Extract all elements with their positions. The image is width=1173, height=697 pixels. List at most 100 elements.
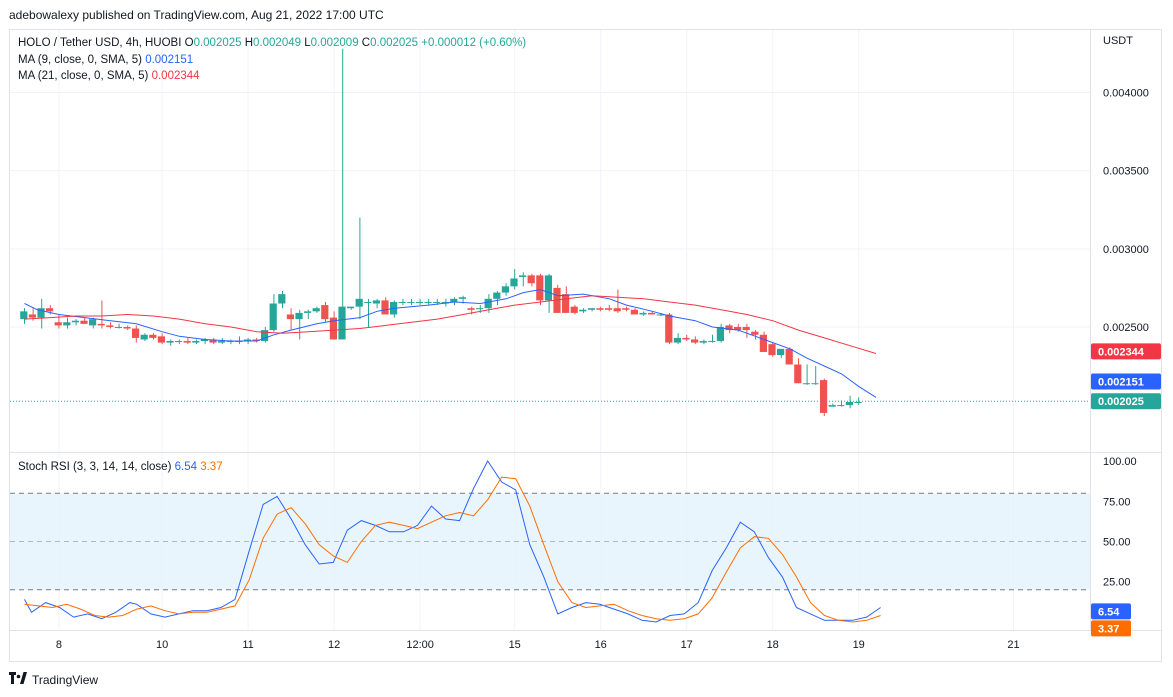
candle-body bbox=[278, 294, 286, 304]
price-tick-label: 0.003500 bbox=[1103, 166, 1149, 178]
candle-body bbox=[699, 341, 707, 343]
ohlc-row: HOLO / Tether USD, 4h, HUOBI O0.002025 H… bbox=[18, 35, 526, 52]
open-value: 0.002025 bbox=[193, 37, 242, 49]
low-label: L bbox=[304, 37, 311, 49]
candle-body bbox=[200, 339, 208, 342]
candle-body bbox=[149, 334, 157, 338]
time-tick-label: 21 bbox=[1007, 639, 1019, 651]
candle-body bbox=[132, 328, 140, 338]
stoch-rsi-legend[interactable]: Stoch RSI (3, 3, 14, 14, close) 6.54 3.3… bbox=[18, 461, 223, 473]
symbol-title[interactable]: HOLO / Tether USD, 4h, HUOBI bbox=[18, 37, 182, 49]
candle-body bbox=[510, 278, 518, 287]
chart-frame: USDT 0.002500 0.003000 0.003500 0.004000 0.00… bbox=[9, 29, 1162, 662]
time-tick-label: 11 bbox=[242, 639, 253, 651]
time-tick-label: 12 bbox=[328, 639, 340, 651]
candle-body bbox=[226, 341, 234, 343]
candle-body bbox=[209, 339, 217, 343]
candle-body bbox=[355, 298, 363, 307]
candle-body bbox=[372, 300, 380, 304]
price-tick-label: 0.002500 bbox=[1103, 322, 1149, 334]
candle-body bbox=[734, 326, 742, 331]
stoch-rsi-tick-label: 100.00 bbox=[1103, 456, 1137, 468]
candle-body bbox=[140, 334, 148, 340]
candle-body bbox=[37, 308, 45, 318]
currency-label: USDT bbox=[1103, 35, 1133, 47]
candle-body bbox=[106, 325, 114, 327]
price-value-label: 0.002151 bbox=[1098, 377, 1144, 389]
price-value-label-bg bbox=[1091, 373, 1161, 390]
candle-body bbox=[691, 339, 699, 343]
candle-body bbox=[777, 348, 785, 356]
high-label: H bbox=[244, 37, 254, 49]
candle-body bbox=[183, 341, 191, 343]
candle-body bbox=[97, 323, 105, 326]
candle-body bbox=[630, 309, 638, 315]
candle-body bbox=[802, 383, 810, 385]
ma21-line bbox=[24, 295, 877, 354]
price-tick-label: 0.004000 bbox=[1103, 88, 1149, 100]
candle-body bbox=[501, 286, 509, 293]
stoch-rsi-k-value: 6.54 bbox=[174, 461, 198, 473]
candle-body bbox=[123, 326, 131, 329]
time-tick-label: 19 bbox=[853, 639, 865, 651]
ma21-row[interactable]: MA (21, close, 0, SMA, 5) 0.002344 bbox=[18, 68, 526, 85]
candle-body bbox=[613, 308, 621, 312]
candle-body bbox=[54, 322, 62, 326]
price-value-label-bg bbox=[1091, 343, 1161, 360]
candle-body bbox=[716, 326, 724, 342]
tradingview-logo[interactable]: TradingView bbox=[9, 672, 98, 687]
candle-body bbox=[28, 314, 36, 318]
candle-body bbox=[544, 275, 552, 301]
candle-body bbox=[433, 301, 441, 303]
close-value: 0.002025 bbox=[370, 37, 419, 49]
candle-body bbox=[407, 301, 415, 303]
candle-body bbox=[484, 298, 492, 309]
candle-body bbox=[768, 344, 776, 356]
candle-body bbox=[458, 297, 466, 299]
candle-body bbox=[656, 314, 664, 316]
publisher-line: adebowalexy published on TradingView.com… bbox=[9, 8, 384, 22]
ma21-value: 0.002344 bbox=[151, 70, 200, 82]
candle-body bbox=[46, 308, 54, 312]
candle-body bbox=[837, 405, 845, 407]
candle-body bbox=[243, 339, 251, 342]
candle-body bbox=[854, 401, 862, 403]
candle-body bbox=[605, 308, 613, 310]
candle-body bbox=[381, 300, 389, 315]
price-value-label: 0.002344 bbox=[1098, 346, 1145, 358]
candle-body bbox=[708, 341, 716, 343]
ma21-label: MA (21, close, 0, SMA, 5) bbox=[18, 70, 149, 82]
stoch-rsi-d-value: 3.37 bbox=[200, 461, 223, 473]
chart-canvas[interactable]: USDT 0.002500 0.003000 0.003500 0.004000 0.00… bbox=[10, 30, 1161, 661]
candle-body bbox=[71, 320, 79, 323]
candle-body bbox=[751, 331, 759, 335]
low-value: 0.002009 bbox=[310, 37, 359, 49]
candle-body bbox=[80, 320, 88, 324]
candle-body bbox=[252, 339, 260, 342]
candle-body bbox=[820, 380, 828, 413]
candle-body bbox=[785, 348, 793, 365]
candle-body bbox=[811, 383, 819, 385]
candle-body bbox=[312, 308, 320, 312]
candle-body bbox=[269, 303, 277, 331]
ma9-row[interactable]: MA (9, close, 0, SMA, 5) 0.002151 bbox=[18, 52, 526, 69]
candle-body bbox=[519, 275, 527, 277]
price-value-label-bg bbox=[1091, 393, 1161, 410]
candle-body bbox=[648, 312, 656, 315]
candle-body bbox=[682, 337, 690, 340]
candle-body bbox=[286, 314, 294, 320]
candle-body bbox=[218, 341, 226, 343]
candle-body bbox=[725, 325, 733, 331]
time-tick-label: 8 bbox=[56, 639, 62, 651]
candle-body bbox=[527, 275, 535, 284]
stoch-rsi-d-line bbox=[24, 476, 881, 623]
candle-body bbox=[759, 334, 767, 352]
time-tick-label: 16 bbox=[595, 639, 607, 651]
high-value: 0.002049 bbox=[253, 37, 302, 49]
stoch-rsi-tick-label: 75.00 bbox=[1103, 496, 1131, 508]
candle-body bbox=[794, 364, 802, 384]
candle-body bbox=[63, 322, 71, 326]
ma9-line bbox=[24, 288, 877, 398]
close-label: C bbox=[361, 37, 371, 49]
time-tick-label: 15 bbox=[509, 639, 521, 651]
